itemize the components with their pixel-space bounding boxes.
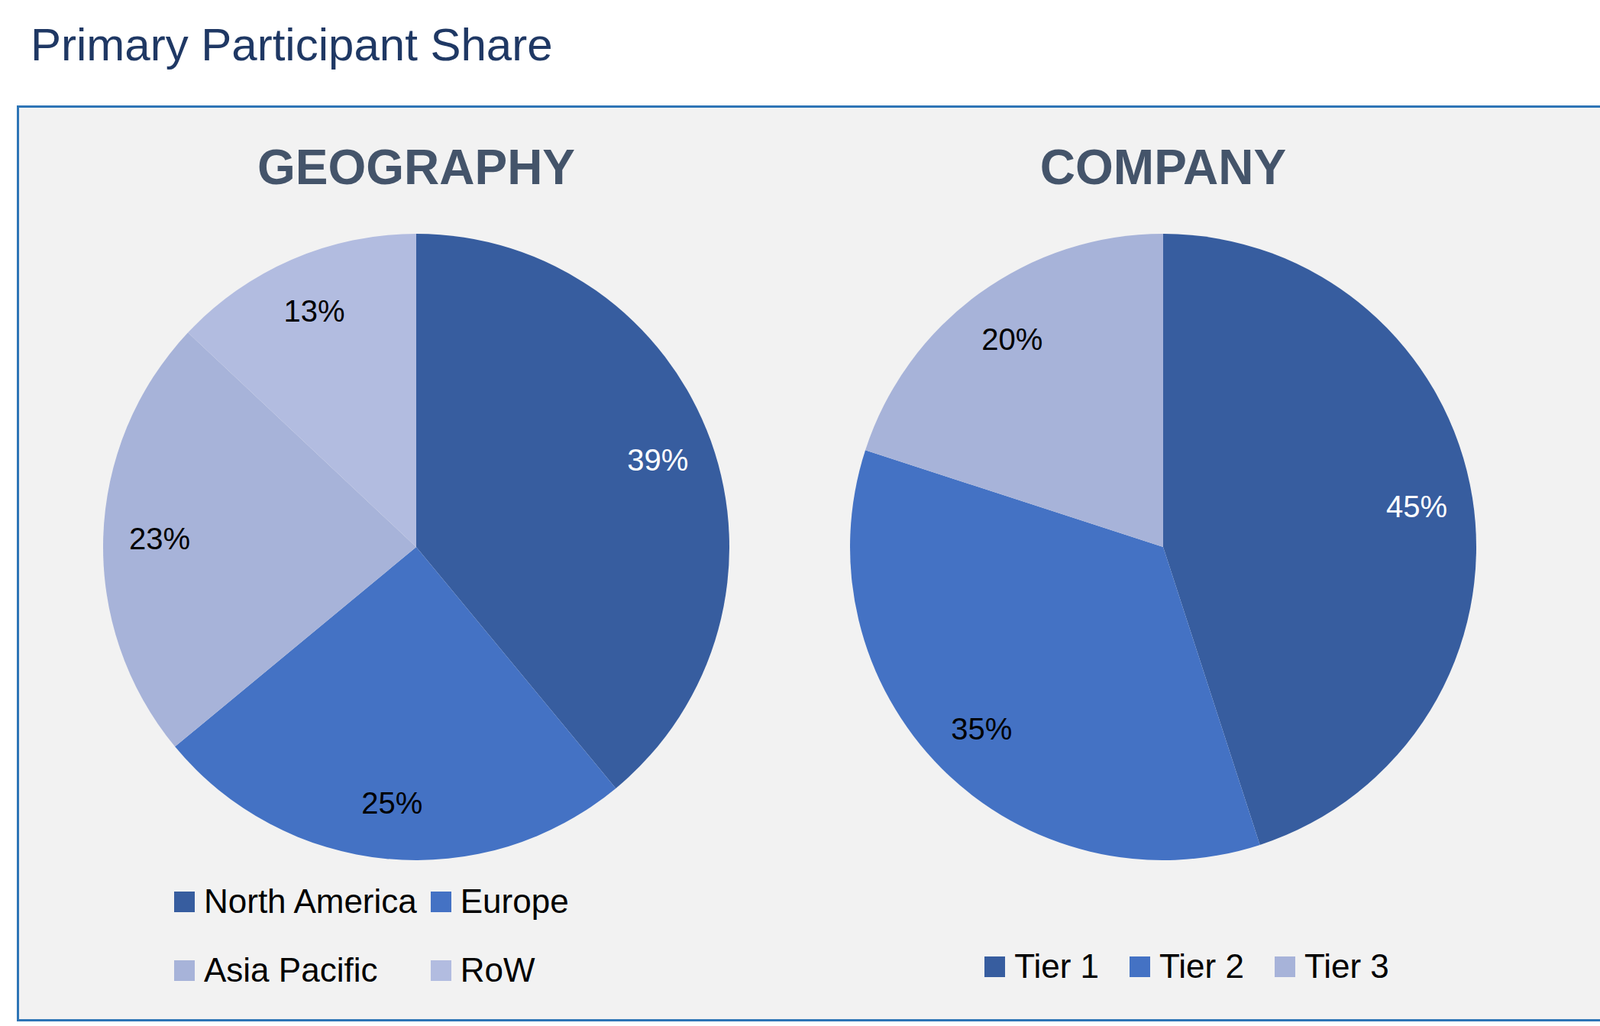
html-text:Tier 1: Tier 1 (1014, 947, 1100, 985)
svg-text:20%: 20% (981, 322, 1043, 356)
svg-text:13%: 13% (283, 294, 345, 328)
html-text:North America: North America (203, 882, 417, 920)
html-text:GEOGRAPHY: GEOGRAPHY (257, 139, 576, 195)
svg-text:25%: 25% (361, 785, 423, 820)
svg-text:45%: 45% (1386, 489, 1448, 524)
html-text:RoW: RoW (460, 950, 535, 989)
html-text:Primary Participant Share: Primary Participant Share (30, 19, 553, 71)
html-text:Europe: Europe (460, 882, 569, 920)
svg-text:39%: 39% (627, 442, 689, 477)
html-text:COMPANY: COMPANY (1040, 139, 1287, 195)
svg-text:23%: 23% (129, 521, 191, 556)
html-text:Asia Pacific: Asia Pacific (203, 950, 378, 989)
svg-text:35%: 35% (950, 711, 1012, 746)
html-text:Tier 3: Tier 3 (1304, 947, 1390, 985)
html-text:Tier 2: Tier 2 (1159, 947, 1245, 985)
